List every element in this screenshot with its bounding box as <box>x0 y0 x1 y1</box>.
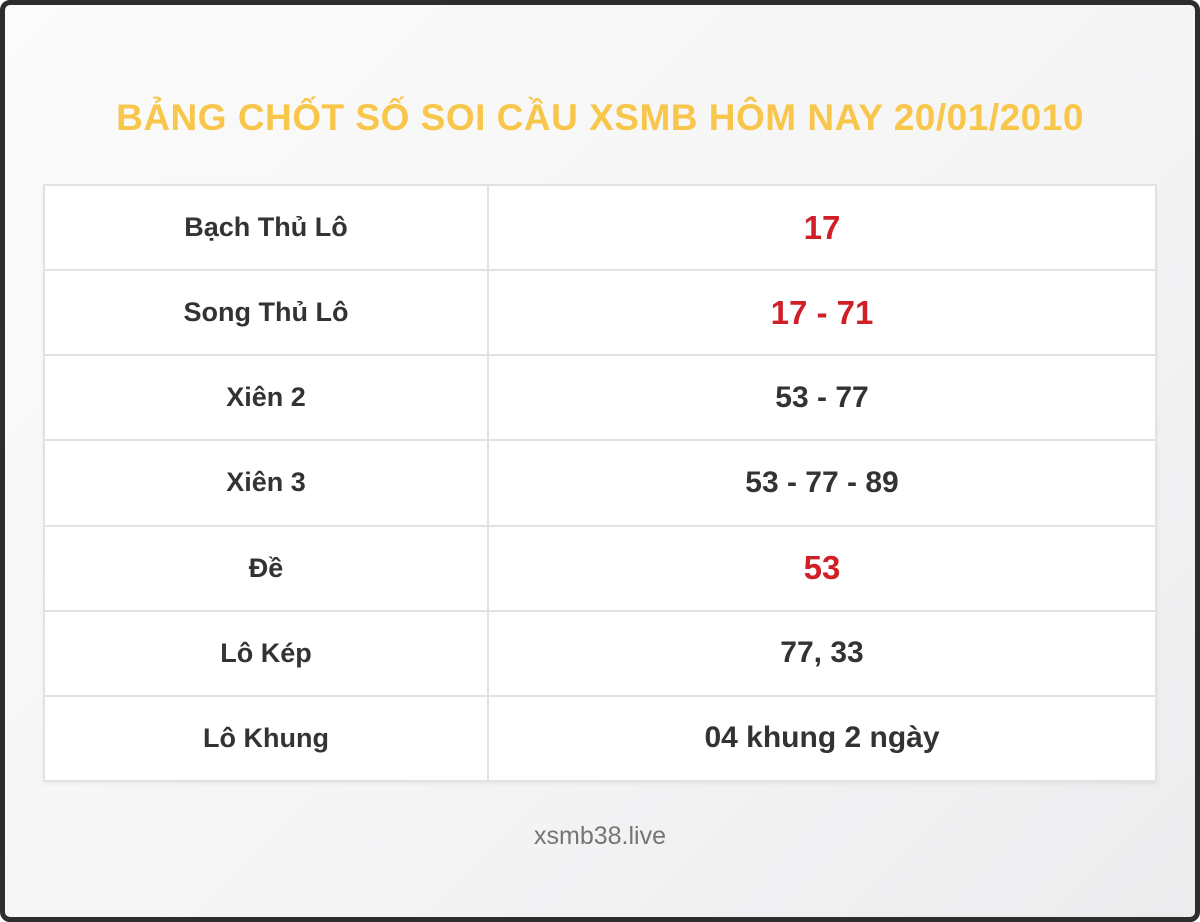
row-label: Đề <box>45 526 489 610</box>
table-row: Đề 53 <box>45 526 1155 612</box>
table-row: Lô Kép 77, 33 <box>45 611 1155 697</box>
row-label: Song Thủ Lô <box>45 271 489 355</box>
site-watermark: xsmb38.live <box>534 822 666 850</box>
prediction-table: Bạch Thủ Lô 17 Song Thủ Lô 17 - 71 Xiên … <box>43 184 1157 782</box>
row-value: 53 - 77 - 89 <box>745 465 899 499</box>
table-row: Xiên 3 53 - 77 - 89 <box>45 441 1155 527</box>
row-value: 17 - 71 <box>770 293 874 331</box>
row-label: Bạch Thủ Lô <box>45 186 489 270</box>
page-title: BẢNG CHỐT SỐ SOI CẦU XSMB HÔM NAY 20/01/… <box>116 97 1084 138</box>
row-value: 53 <box>803 549 841 587</box>
table-row: Bạch Thủ Lô 17 <box>45 186 1155 272</box>
table-row: Xiên 2 53 - 77 <box>45 356 1155 442</box>
table-row: Song Thủ Lô 17 - 71 <box>45 271 1155 357</box>
row-label: Xiên 3 <box>45 441 489 525</box>
table-row: Lô Khung 04 khung 2 ngày <box>45 696 1155 780</box>
row-value: 04 khung 2 ngày <box>704 721 940 755</box>
row-value: 53 - 77 <box>775 380 869 414</box>
row-label: Lô Kép <box>45 611 489 695</box>
row-value: 77, 33 <box>780 636 864 670</box>
row-label: Lô Khung <box>45 696 489 780</box>
row-value: 17 <box>803 208 841 246</box>
row-label: Xiên 2 <box>45 356 489 440</box>
